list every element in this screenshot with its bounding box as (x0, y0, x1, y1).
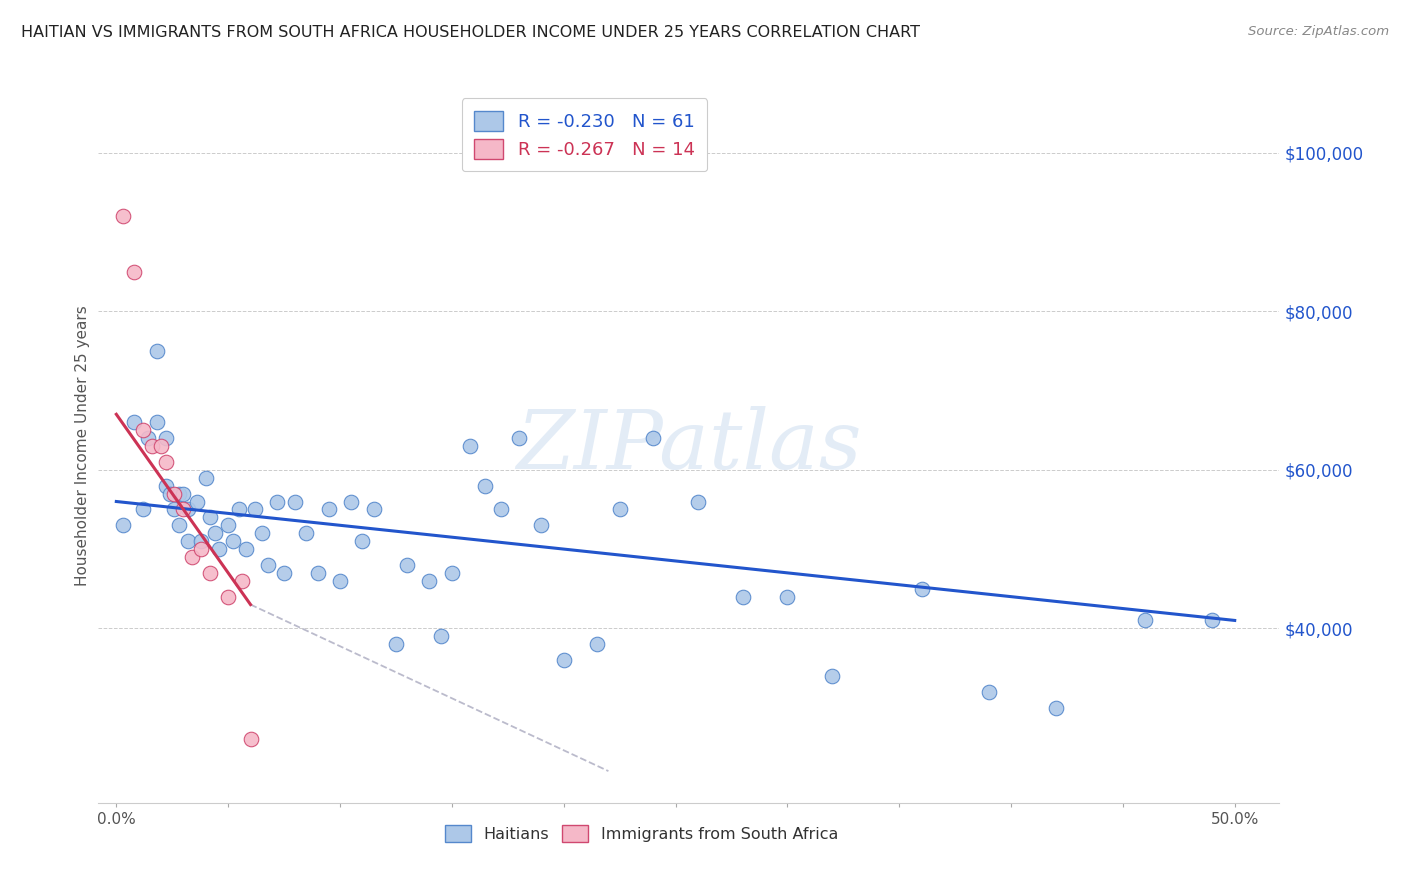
Point (418, 574, 440, 588)
Point (440, 566, 463, 580)
Point (257, 558, 280, 572)
Point (141, 439, 163, 453)
Point (329, 574, 352, 588)
Point (217, 590, 239, 604)
Point (145, 415, 167, 429)
Point (686, 494, 709, 508)
Point (200, 510, 222, 524)
Point (250, 526, 273, 541)
Point (385, 637, 408, 651)
Point (163, 486, 186, 500)
Point (155, 455, 177, 469)
Point (167, 486, 190, 500)
Point (150, 439, 173, 453)
Point (776, 590, 799, 604)
Point (122, 264, 145, 278)
Point (243, 502, 266, 516)
Y-axis label: Householder Income Under 25 years: Householder Income Under 25 years (75, 306, 90, 586)
Point (731, 590, 754, 604)
Point (155, 431, 177, 445)
Point (530, 518, 553, 533)
Point (194, 471, 217, 485)
Point (489, 502, 512, 516)
Point (1135, 614, 1157, 628)
Point (208, 542, 231, 557)
Point (352, 534, 374, 549)
Point (228, 502, 250, 516)
Point (167, 518, 190, 533)
Point (474, 478, 496, 492)
Point (295, 526, 318, 541)
Point (821, 669, 844, 683)
Legend: Haitians, Immigrants from South Africa: Haitians, Immigrants from South Africa (439, 818, 845, 848)
Point (340, 494, 363, 508)
Point (145, 343, 167, 358)
Point (1045, 700, 1067, 714)
Point (508, 431, 530, 445)
Point (163, 502, 186, 516)
Text: ZIPatlas: ZIPatlas (516, 406, 862, 486)
Point (239, 732, 262, 747)
Point (643, 431, 665, 445)
Point (910, 582, 932, 596)
Point (177, 502, 200, 516)
Point (266, 494, 288, 508)
Point (396, 558, 419, 572)
Point (318, 502, 340, 516)
Point (132, 502, 155, 516)
Point (132, 423, 155, 437)
Point (1201, 614, 1223, 628)
Point (177, 534, 200, 549)
Point (553, 653, 575, 667)
Point (112, 518, 135, 533)
Point (200, 566, 222, 580)
Point (458, 439, 481, 453)
Point (172, 502, 194, 516)
Point (284, 494, 307, 508)
Point (155, 478, 177, 492)
Point (586, 637, 609, 651)
Point (190, 534, 212, 549)
Point (159, 486, 181, 500)
Point (429, 629, 451, 643)
Point (112, 209, 135, 223)
Point (363, 502, 385, 516)
Point (217, 518, 239, 533)
Point (172, 486, 194, 500)
Point (609, 502, 631, 516)
Text: Source: ZipAtlas.com: Source: ZipAtlas.com (1249, 25, 1389, 38)
Point (235, 542, 257, 557)
Point (122, 415, 145, 429)
Point (307, 566, 329, 580)
Point (221, 534, 243, 549)
Point (977, 685, 1000, 699)
Point (181, 549, 204, 564)
Point (186, 494, 208, 508)
Point (136, 431, 159, 445)
Point (204, 526, 226, 541)
Point (190, 542, 212, 557)
Point (273, 566, 295, 580)
Text: HAITIAN VS IMMIGRANTS FROM SOUTH AFRICA HOUSEHOLDER INCOME UNDER 25 YEARS CORREL: HAITIAN VS IMMIGRANTS FROM SOUTH AFRICA … (21, 25, 920, 40)
Point (231, 574, 253, 588)
